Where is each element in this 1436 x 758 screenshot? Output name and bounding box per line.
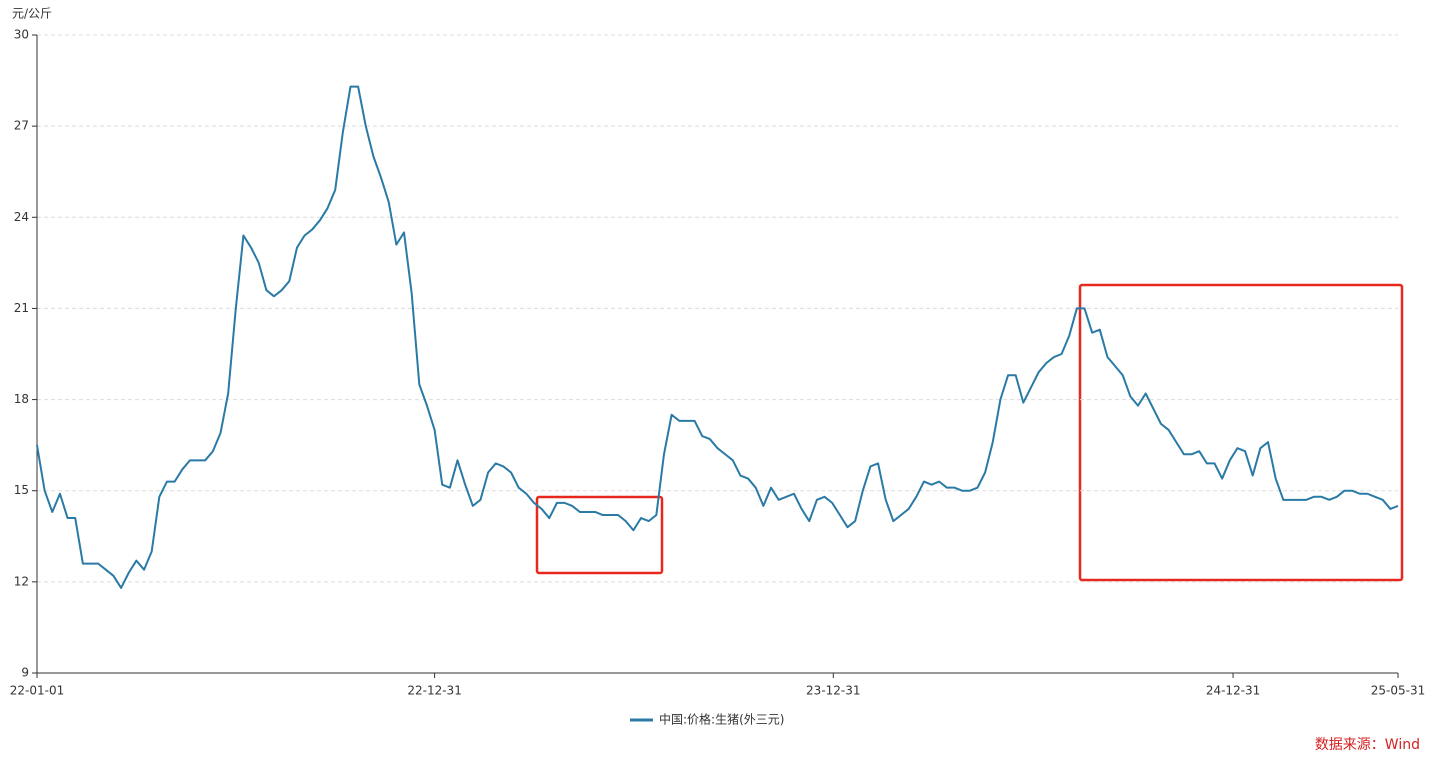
- y-tick-label: 18: [14, 392, 29, 406]
- highlight-box: [1078, 283, 1404, 582]
- y-tick-label: 12: [14, 574, 29, 588]
- x-tick-label: 24-12-31: [1206, 684, 1260, 698]
- x-tick-label: 22-12-31: [407, 684, 461, 698]
- y-tick-label: 15: [14, 483, 29, 497]
- y-tick-label: 30: [14, 28, 29, 42]
- data-line: [36, 85, 1399, 589]
- legend-label: 中国:价格:生猪(外三元): [659, 712, 784, 727]
- x-tick-label: 23-12-31: [806, 684, 860, 698]
- source-note: 数据来源：Wind: [1315, 737, 1420, 753]
- y-axis-label: 元/公斤: [12, 7, 52, 21]
- y-tick-label: 9: [21, 666, 29, 680]
- x-tick-label: 22-01-01: [10, 684, 64, 698]
- x-tick-label: 25-05-31: [1371, 684, 1425, 698]
- highlight-box: [535, 495, 664, 575]
- y-tick-label: 24: [14, 210, 29, 224]
- y-tick-label: 27: [14, 119, 29, 133]
- y-tick-label: 21: [14, 301, 29, 315]
